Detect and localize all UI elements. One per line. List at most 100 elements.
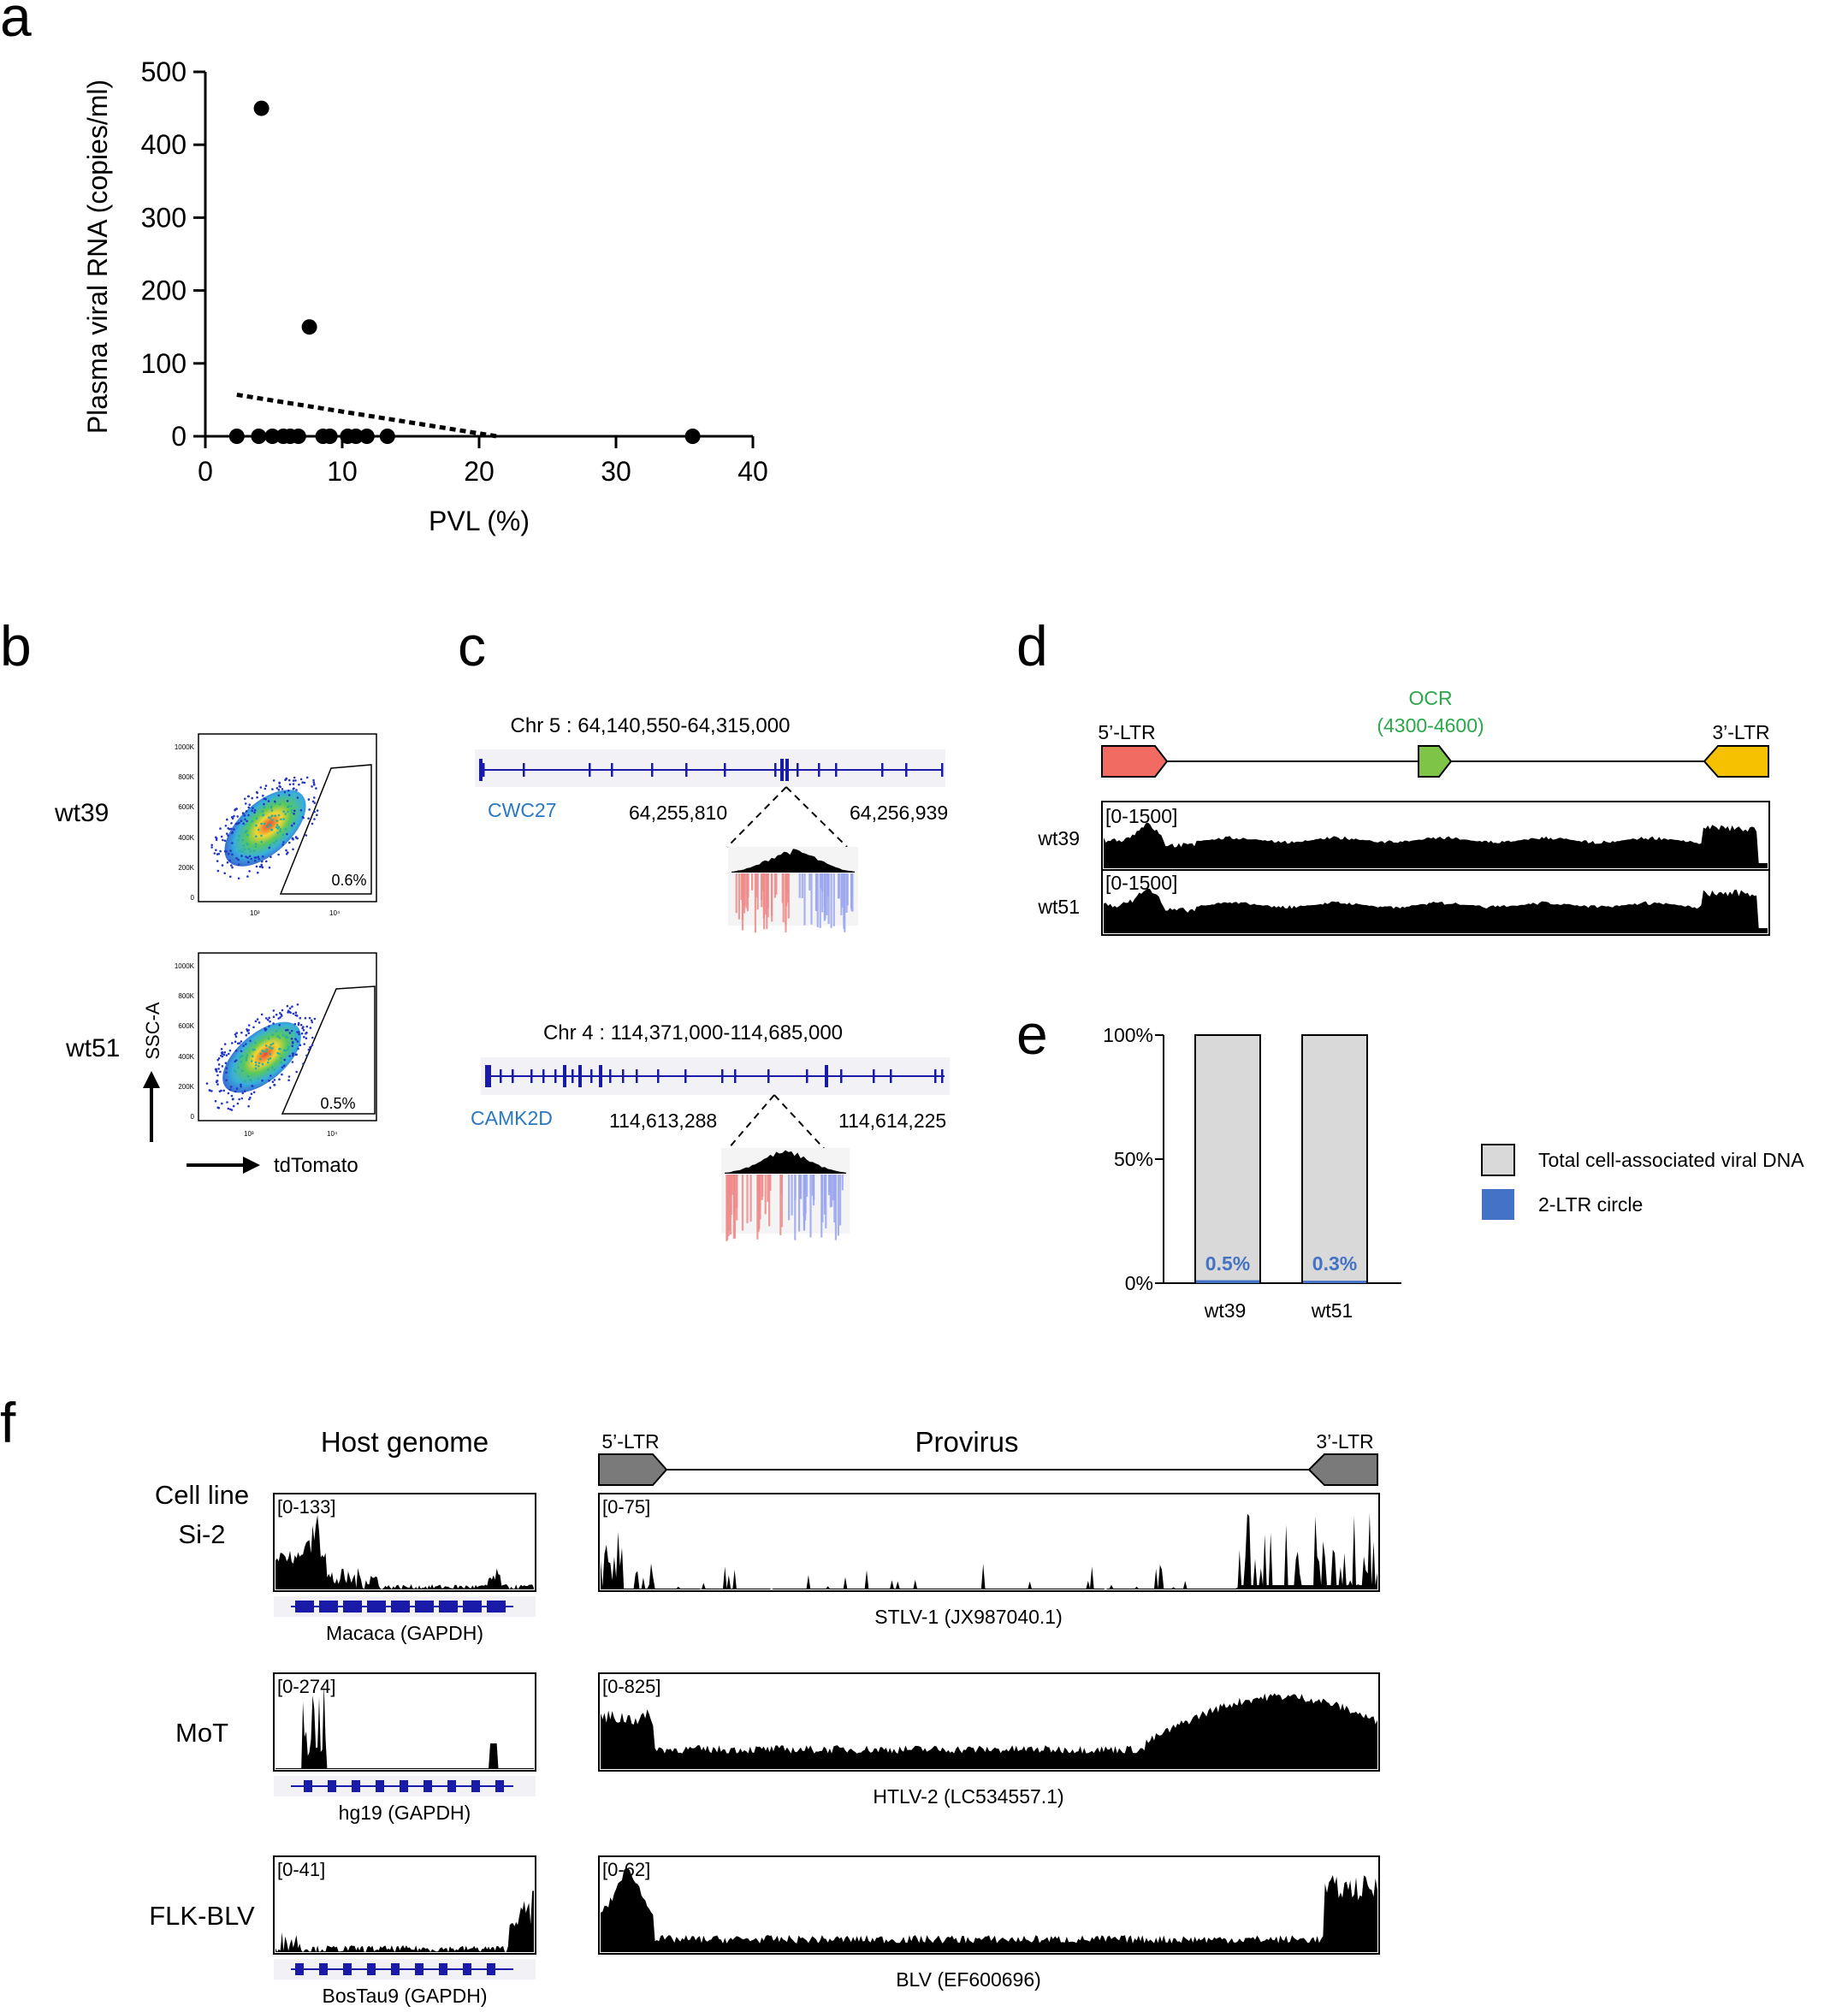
gene-exons — [479, 759, 944, 781]
flow-event — [213, 852, 216, 855]
flow-event — [227, 834, 229, 837]
flow-event — [290, 824, 293, 827]
flow-event — [262, 814, 265, 816]
flow-event — [228, 1052, 230, 1056]
exon — [447, 1780, 456, 1792]
flow-plot-wt51 — [198, 952, 377, 1121]
flow-event — [292, 848, 294, 851]
flow-event — [275, 820, 279, 822]
exon — [599, 1065, 602, 1087]
flow-event — [245, 855, 247, 858]
data-point — [228, 429, 245, 444]
flow-event — [287, 1045, 290, 1048]
zoom-line-right — [773, 1094, 831, 1156]
y-tick-label: 300 — [141, 202, 187, 233]
flow-event — [230, 1109, 234, 1111]
flow-event — [252, 1091, 256, 1094]
flow-event — [217, 1106, 221, 1110]
flow-event — [261, 1079, 264, 1082]
track-row: FLK-BLV [0-41] BosTau9 (GAPDH) [0-62] BLV (E… — [149, 1855, 1380, 2007]
x-tick: 10³ — [250, 909, 260, 917]
exon — [818, 763, 820, 777]
flow-event — [294, 836, 298, 838]
exon — [530, 1069, 533, 1083]
flow-event — [247, 1032, 251, 1034]
flow-event — [283, 1058, 287, 1062]
flow-event — [292, 1052, 295, 1056]
flow-event — [234, 808, 237, 811]
flow-event — [313, 784, 316, 786]
x-tick-label: 10 — [327, 456, 358, 487]
flow-event — [292, 783, 295, 785]
sample-label-wt51: wt51 — [65, 1034, 120, 1062]
flow-event — [311, 1044, 314, 1046]
flow-event — [237, 1066, 240, 1069]
exon — [391, 1963, 400, 1975]
flow-event — [274, 800, 276, 803]
flow-event — [281, 1009, 284, 1012]
flow-event — [259, 786, 263, 789]
flow-event — [309, 1046, 311, 1049]
flow-event — [265, 1017, 268, 1020]
flow-event — [276, 827, 280, 830]
ltr3-label: 3’-LTR — [1316, 1430, 1373, 1453]
flow-event — [288, 783, 292, 786]
exon — [724, 763, 726, 777]
flow-event — [313, 796, 316, 799]
bar-total — [1194, 1034, 1261, 1284]
flow-event — [263, 802, 265, 806]
gate-percent: 0.5% — [320, 1095, 355, 1112]
flow-event — [240, 1050, 243, 1053]
flow-event — [248, 1098, 251, 1101]
flow-event — [245, 1043, 247, 1045]
y-tick: 400K — [178, 834, 194, 842]
flow-event — [299, 1016, 302, 1020]
flow-event — [275, 1013, 278, 1016]
flow-event — [305, 776, 309, 779]
virus-range: [0-62] — [602, 1859, 650, 1880]
flow-event — [273, 1068, 276, 1071]
flow-event — [228, 1049, 232, 1052]
track-rows: Si-2 [0-133] Macaca (GAPDH) [0-75] STLV-1 (J… — [149, 1493, 1380, 2007]
flow-event — [258, 857, 261, 861]
flow-event — [264, 784, 268, 787]
host-coverage — [275, 1515, 534, 1589]
flow-event — [285, 849, 287, 852]
exon — [495, 1780, 504, 1792]
track-range: [0-1500] — [1105, 872, 1177, 894]
flow-event — [237, 858, 240, 861]
y-tick-label: 400 — [141, 129, 187, 160]
flow-event — [270, 828, 273, 831]
x-ticks: 0 10 20 30 40 — [198, 436, 768, 487]
y-tick: 0 — [191, 1113, 195, 1121]
flow-event — [287, 794, 291, 796]
exon — [685, 763, 688, 777]
flow-event — [210, 843, 213, 847]
flow-event — [297, 1047, 299, 1050]
exon — [611, 763, 613, 777]
exon — [415, 1601, 434, 1613]
flow-event — [311, 822, 314, 826]
flow-event — [294, 1053, 298, 1056]
cell-line-name: Si-2 — [178, 1519, 225, 1549]
zoom-line-left — [722, 1094, 775, 1156]
flow-event — [313, 1017, 317, 1021]
y-ticks: 100% 50% 0% — [1103, 1024, 1164, 1294]
flow-event — [291, 1061, 294, 1063]
x-tick: 10³ — [244, 1130, 254, 1138]
flow-event — [282, 841, 285, 843]
flow-event — [277, 1017, 281, 1020]
flow-event — [287, 1075, 291, 1078]
x-tick-label: 0 — [198, 456, 213, 487]
flow-event — [274, 814, 277, 817]
data-points — [228, 100, 701, 444]
flow-event — [308, 1016, 311, 1020]
exon — [479, 759, 483, 781]
exon — [905, 763, 908, 777]
virus-coverage — [601, 1693, 1377, 1769]
flow-event — [246, 856, 249, 859]
flow-event — [311, 800, 315, 803]
flow-event — [222, 1053, 226, 1056]
flow-event — [266, 826, 269, 828]
locus-title: Chr 4 : 114,371,000-114,685,000 — [543, 1021, 843, 1044]
